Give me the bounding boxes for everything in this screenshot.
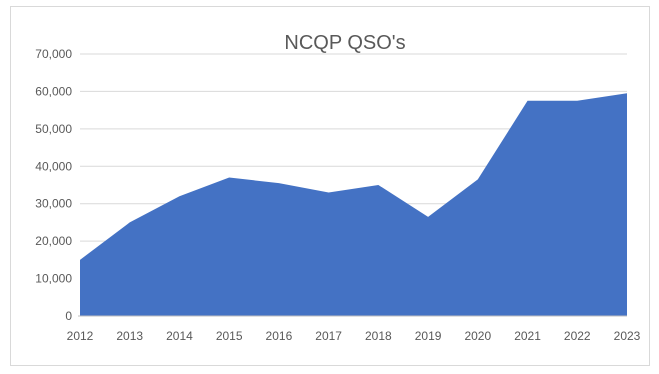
x-tick-label: 2015: [216, 329, 243, 343]
y-tick-label: 30,000: [35, 197, 72, 211]
x-axis-tick-labels: 2012 2013 2014 2015 2016 2017 2018 2019 2020 2021…: [67, 329, 641, 343]
y-tick-label: 20,000: [35, 234, 72, 248]
chart-title: NCQP QSO's: [284, 32, 405, 54]
y-tick-label: 0: [65, 309, 72, 323]
x-tick-label: 2014: [166, 329, 193, 343]
x-tick-label: 2021: [514, 329, 541, 343]
y-tick-label: 60,000: [35, 84, 72, 98]
x-tick-label: 2019: [415, 329, 442, 343]
y-axis-tick-labels: 0 10,000 20,000 30,000 40,000 50,000 60,000 70,…: [35, 47, 72, 323]
y-tick-label: 10,000: [35, 272, 72, 286]
x-tick-label: 2017: [315, 329, 342, 343]
x-tick-label: 2013: [116, 329, 143, 343]
series-area-group: [79, 93, 628, 316]
y-tick-label: 50,000: [35, 122, 72, 136]
x-tick-label: 2018: [365, 329, 392, 343]
series-area: [80, 93, 627, 316]
x-tick-label: 2016: [266, 329, 293, 343]
x-tick-label: 2012: [67, 329, 94, 343]
y-tick-label: 70,000: [35, 47, 72, 61]
x-tick-label: 2023: [614, 329, 641, 343]
x-tick-label: 2022: [564, 329, 591, 343]
y-tick-label: 40,000: [35, 159, 72, 173]
x-tick-label: 2020: [464, 329, 491, 343]
